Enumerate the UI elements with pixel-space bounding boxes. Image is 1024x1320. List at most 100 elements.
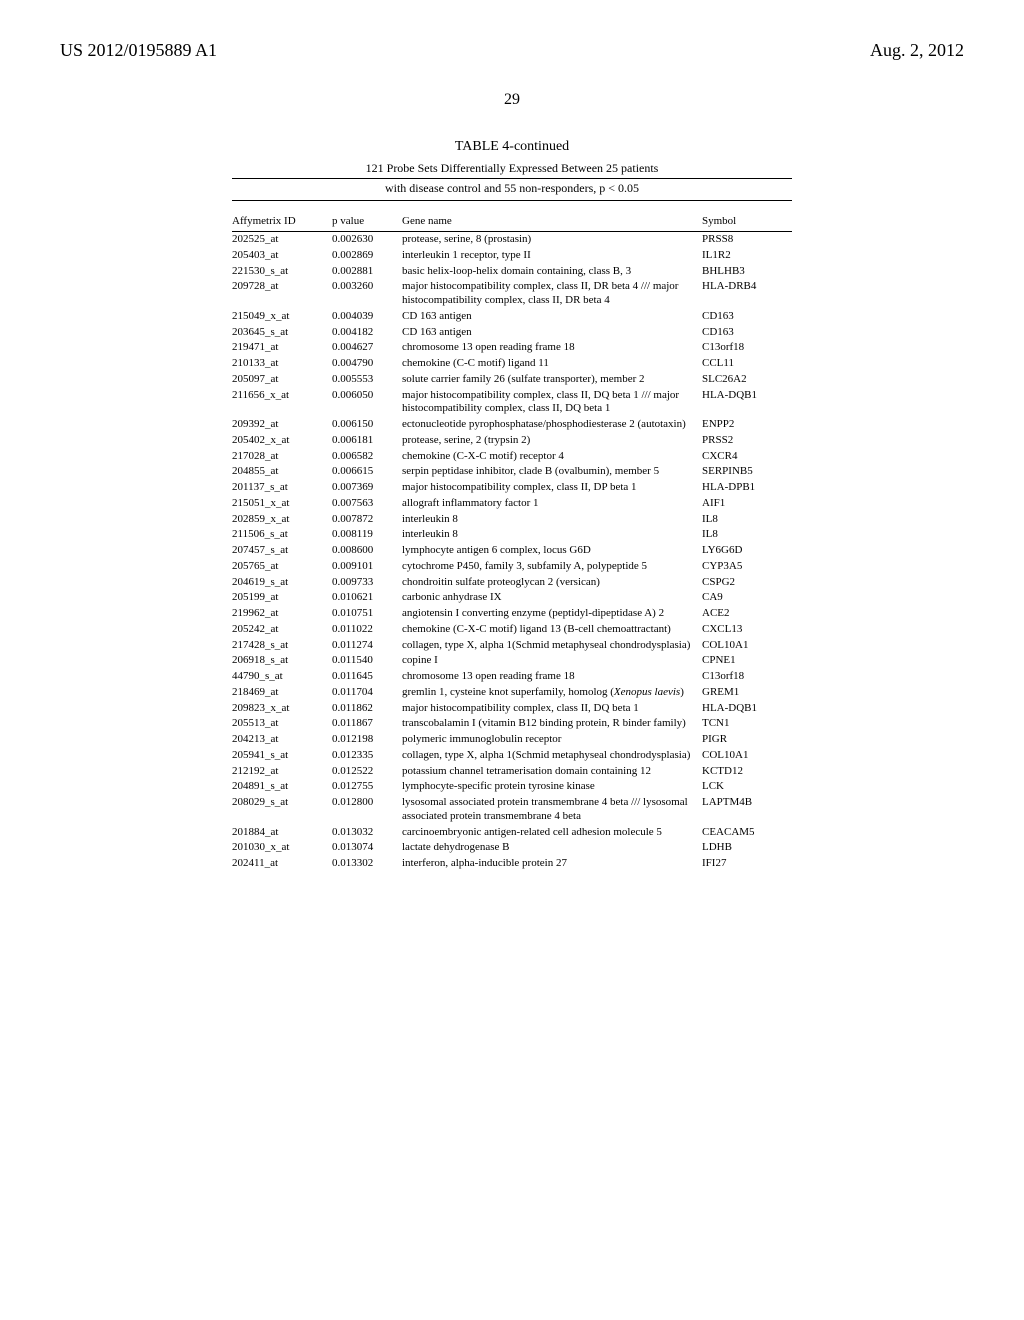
cell-sym: SERPINB5	[702, 464, 792, 480]
table-row: 201137_s_at0.007369major histocompatibil…	[232, 480, 792, 496]
cell-id: 205242_at	[232, 622, 332, 638]
cell-id: 201137_s_at	[232, 480, 332, 496]
cell-sym: KCTD12	[702, 764, 792, 780]
cell-p: 0.013032	[332, 825, 402, 841]
cell-id: 205513_at	[232, 716, 332, 732]
cell-sym: COL10A1	[702, 638, 792, 654]
cell-sym: TCN1	[702, 716, 792, 732]
table-row: 204891_s_at0.012755lymphocyte-specific p…	[232, 779, 792, 795]
cell-gene: gremlin 1, cysteine knot superfamily, ho…	[402, 685, 702, 701]
cell-gene: angiotensin I converting enzyme (peptidy…	[402, 606, 702, 622]
cell-sym: PRSS2	[702, 433, 792, 449]
table-row: 209823_x_at0.011862major histocompatibil…	[232, 701, 792, 717]
col-header-p: p value	[332, 211, 402, 232]
table-row: 205765_at0.009101cytochrome P450, family…	[232, 559, 792, 575]
cell-id: 215049_x_at	[232, 309, 332, 325]
cell-p: 0.002630	[332, 232, 402, 248]
table-row: 215049_x_at0.004039CD 163 antigenCD163	[232, 309, 792, 325]
cell-gene: interleukin 1 receptor, type II	[402, 248, 702, 264]
table-row: 205941_s_at0.012335collagen, type X, alp…	[232, 748, 792, 764]
cell-sym: IFI27	[702, 856, 792, 872]
col-header-sym: Symbol	[702, 211, 792, 232]
cell-id: 205403_at	[232, 248, 332, 264]
table-row: 217428_s_at0.011274collagen, type X, alp…	[232, 638, 792, 654]
table-row: 215051_x_at0.007563allograft inflammator…	[232, 496, 792, 512]
cell-id: 209728_at	[232, 279, 332, 309]
cell-p: 0.007369	[332, 480, 402, 496]
cell-id: 205765_at	[232, 559, 332, 575]
cell-sym: IL8	[702, 527, 792, 543]
cell-p: 0.011022	[332, 622, 402, 638]
table-row: 203645_s_at0.004182CD 163 antigenCD163	[232, 325, 792, 341]
table-row: 221530_s_at0.002881basic helix-loop-heli…	[232, 264, 792, 280]
cell-id: 210133_at	[232, 356, 332, 372]
cell-gene: chondroitin sulfate proteoglycan 2 (vers…	[402, 575, 702, 591]
cell-p: 0.011862	[332, 701, 402, 717]
cell-gene: collagen, type X, alpha 1(Schmid metaphy…	[402, 638, 702, 654]
cell-id: 201030_x_at	[232, 840, 332, 856]
cell-p: 0.009733	[332, 575, 402, 591]
cell-id: 204619_s_at	[232, 575, 332, 591]
table-row: 204213_at0.012198polymeric immunoglobuli…	[232, 732, 792, 748]
cell-gene: major histocompatibility complex, class …	[402, 480, 702, 496]
table-row: 201884_at0.013032carcinoembryonic antige…	[232, 825, 792, 841]
table-row: 205199_at0.010621carbonic anhydrase IXCA…	[232, 590, 792, 606]
cell-p: 0.012522	[332, 764, 402, 780]
cell-id: 204213_at	[232, 732, 332, 748]
cell-sym: PIGR	[702, 732, 792, 748]
cell-gene: chromosome 13 open reading frame 18	[402, 669, 702, 685]
table-row: 210133_at0.004790chemokine (C-C motif) l…	[232, 356, 792, 372]
cell-p: 0.002869	[332, 248, 402, 264]
cell-gene: chemokine (C-X-C motif) receptor 4	[402, 449, 702, 465]
table-header-row: Affymetrix ID p value Gene name Symbol	[232, 211, 792, 232]
cell-gene: major histocompatibility complex, class …	[402, 388, 702, 418]
cell-gene: transcobalamin I (vitamin B12 binding pr…	[402, 716, 702, 732]
table-row: 206918_s_at0.011540copine ICPNE1	[232, 653, 792, 669]
table-row: 211656_x_at0.006050major histocompatibil…	[232, 388, 792, 418]
table-row: 208029_s_at0.012800lysosomal associated …	[232, 795, 792, 825]
table-row: 205097_at0.005553solute carrier family 2…	[232, 372, 792, 388]
cell-p: 0.012198	[332, 732, 402, 748]
cell-sym: LAPTM4B	[702, 795, 792, 825]
cell-p: 0.011645	[332, 669, 402, 685]
cell-p: 0.010621	[332, 590, 402, 606]
cell-id: 221530_s_at	[232, 264, 332, 280]
cell-sym: CPNE1	[702, 653, 792, 669]
cell-id: 209392_at	[232, 417, 332, 433]
cell-id: 207457_s_at	[232, 543, 332, 559]
cell-sym: CCL11	[702, 356, 792, 372]
cell-p: 0.006181	[332, 433, 402, 449]
cell-p: 0.011274	[332, 638, 402, 654]
cell-sym: COL10A1	[702, 748, 792, 764]
cell-p: 0.011540	[332, 653, 402, 669]
cell-p: 0.012335	[332, 748, 402, 764]
cell-sym: LY6G6D	[702, 543, 792, 559]
cell-id: 217028_at	[232, 449, 332, 465]
cell-gene: carcinoembryonic antigen-related cell ad…	[402, 825, 702, 841]
cell-p: 0.004790	[332, 356, 402, 372]
cell-sym: PRSS8	[702, 232, 792, 248]
cell-p: 0.010751	[332, 606, 402, 622]
data-table: Affymetrix ID p value Gene name Symbol 2…	[232, 211, 792, 872]
cell-gene: basic helix-loop-helix domain containing…	[402, 264, 702, 280]
cell-id: 201884_at	[232, 825, 332, 841]
cell-gene: copine I	[402, 653, 702, 669]
cell-id: 209823_x_at	[232, 701, 332, 717]
table-row: 218469_at0.011704gremlin 1, cysteine kno…	[232, 685, 792, 701]
cell-p: 0.005553	[332, 372, 402, 388]
table-row: 201030_x_at0.013074lactate dehydrogenase…	[232, 840, 792, 856]
cell-gene: collagen, type X, alpha 1(Schmid metaphy…	[402, 748, 702, 764]
col-header-gene: Gene name	[402, 211, 702, 232]
cell-id: 217428_s_at	[232, 638, 332, 654]
cell-gene: lactate dehydrogenase B	[402, 840, 702, 856]
cell-p: 0.003260	[332, 279, 402, 309]
cell-p: 0.013302	[332, 856, 402, 872]
cell-gene: major histocompatibility complex, class …	[402, 279, 702, 309]
cell-p: 0.012755	[332, 779, 402, 795]
cell-sym: HLA-DQB1	[702, 388, 792, 418]
cell-sym: HLA-DQB1	[702, 701, 792, 717]
cell-gene: ectonucleotide pyrophosphatase/phosphodi…	[402, 417, 702, 433]
cell-id: 205941_s_at	[232, 748, 332, 764]
doc-date: Aug. 2, 2012	[870, 40, 964, 61]
table-subtitle-1: 121 Probe Sets Differentially Expressed …	[232, 161, 792, 179]
